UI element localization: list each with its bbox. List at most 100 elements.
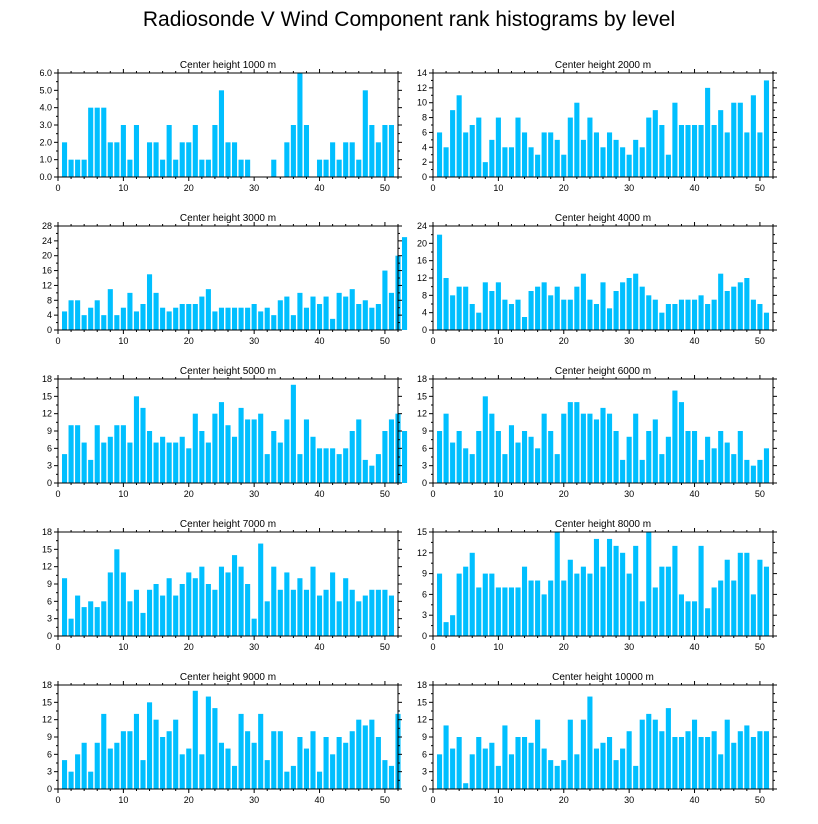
histogram-bar	[133, 589, 140, 636]
histogram-bar	[672, 737, 678, 789]
x-tick-label: 10	[118, 183, 128, 193]
histogram-bar	[238, 566, 244, 636]
histogram-bar	[678, 594, 685, 636]
histogram-bar	[633, 139, 639, 177]
histogram-bar	[114, 315, 120, 330]
histogram-bar	[401, 431, 408, 483]
histogram-bar	[356, 719, 362, 789]
histogram-bar	[173, 719, 179, 789]
histogram-bar	[258, 713, 264, 789]
histogram-bar	[456, 95, 462, 177]
histogram-bar	[258, 543, 264, 636]
histogram-bar	[744, 725, 750, 789]
histogram-panel-5: Center height 5000 m 0 3 6 9 12 15 18 0 10 20 30 40 5…	[42, 366, 408, 499]
histogram-bar	[140, 407, 146, 483]
histogram-bar	[600, 282, 606, 330]
histogram-bar	[626, 278, 632, 330]
y-tick-label: 9	[422, 569, 427, 579]
histogram-bar	[521, 566, 528, 636]
histogram-bar	[336, 601, 342, 636]
histogram-bar	[495, 431, 501, 483]
histogram-bar	[705, 87, 711, 177]
histogram-bar	[114, 742, 120, 789]
histogram-bar	[750, 465, 756, 483]
histogram-bar	[469, 125, 475, 177]
histogram-bar	[724, 442, 730, 483]
histogram-bar	[68, 771, 74, 789]
histogram-bar	[199, 431, 205, 483]
histogram-bar	[554, 765, 560, 789]
histogram-bar	[94, 300, 100, 330]
histogram-bar	[554, 454, 560, 483]
histogram-bar	[238, 159, 244, 177]
histogram-bar	[613, 760, 619, 789]
histogram-bar	[665, 436, 671, 483]
histogram-bar	[744, 278, 750, 330]
histogram-bar	[541, 413, 547, 483]
histogram-bar	[705, 436, 711, 483]
y-tick-label: 6.0	[39, 68, 52, 78]
histogram-bar	[388, 292, 395, 330]
histogram-bar	[375, 589, 381, 636]
histogram-bar	[140, 760, 146, 789]
histogram-bar	[724, 719, 730, 789]
y-tick-label: 3	[422, 610, 427, 620]
histogram-bar	[476, 312, 482, 330]
histogram-bar	[271, 566, 277, 636]
histogram-bar	[436, 431, 443, 483]
histogram-bar	[375, 454, 381, 483]
histogram-bar	[186, 448, 192, 483]
histogram-bar	[554, 286, 560, 330]
histogram-bar	[652, 299, 658, 330]
histogram-bar	[186, 142, 192, 177]
x-tick-label: 40	[315, 795, 325, 805]
x-tick-label: 40	[690, 795, 700, 805]
histogram-bar	[567, 117, 573, 177]
histogram-bar	[763, 312, 770, 330]
histogram-bar	[212, 125, 218, 177]
histogram-bar	[646, 295, 652, 330]
histogram-bar	[107, 289, 113, 330]
y-tick-label: 12	[42, 562, 52, 572]
histogram-bar	[521, 317, 528, 330]
histogram-bar	[508, 147, 515, 177]
histogram-bar	[561, 413, 567, 483]
histogram-bar	[61, 454, 68, 483]
histogram-bar	[489, 573, 495, 636]
histogram-bar	[218, 307, 225, 330]
histogram-bar	[495, 117, 501, 177]
x-tick-label: 40	[690, 183, 700, 193]
histogram-bar	[535, 580, 541, 636]
y-tick-label: 12	[42, 715, 52, 725]
histogram-bar	[310, 566, 316, 636]
x-tick-label: 0	[430, 795, 435, 805]
histogram-bar	[593, 304, 600, 330]
histogram-bar	[101, 442, 107, 483]
y-tick-label: 18	[417, 374, 427, 384]
histogram-bar	[502, 454, 508, 483]
x-tick-label: 10	[493, 489, 503, 499]
y-tick-label: 0	[422, 784, 427, 794]
histogram-bar	[580, 139, 586, 177]
histogram-bar	[336, 454, 342, 483]
x-tick-label: 50	[380, 183, 390, 193]
histogram-bar	[482, 396, 488, 483]
histogram-bar	[678, 299, 685, 330]
histogram-bar	[388, 765, 395, 789]
histogram-bar	[508, 304, 515, 330]
histogram-bar	[323, 737, 329, 789]
histogram-bar	[251, 419, 257, 483]
histogram-bar	[297, 578, 303, 636]
histogram-bar	[678, 125, 685, 177]
histogram-bar	[258, 413, 264, 483]
histogram-bar	[469, 454, 475, 483]
histogram-bar	[672, 545, 678, 636]
histogram-bar	[593, 419, 600, 483]
histogram-bar	[166, 731, 172, 789]
histogram-bar	[343, 742, 349, 789]
histogram-bar	[567, 299, 573, 330]
histogram-bar	[750, 737, 756, 789]
histogram-bar	[271, 731, 277, 789]
histogram-bar	[731, 454, 737, 483]
